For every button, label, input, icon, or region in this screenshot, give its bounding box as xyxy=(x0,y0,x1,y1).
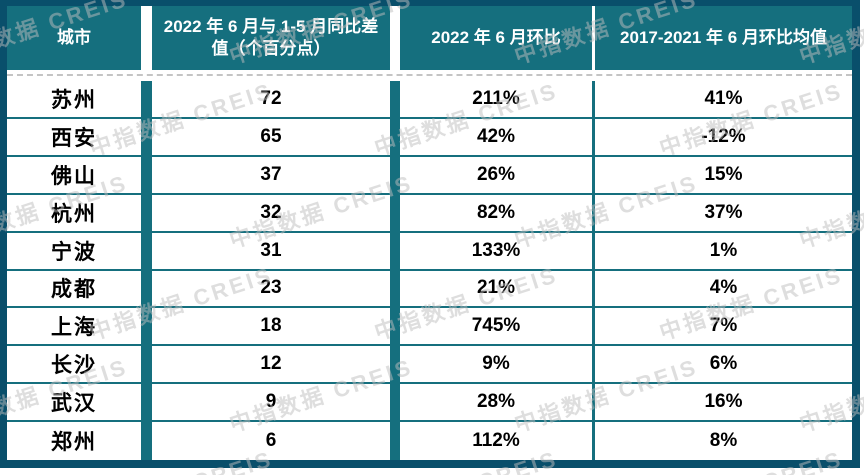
column-divider xyxy=(592,384,595,423)
column-divider xyxy=(390,308,400,347)
column-divider xyxy=(141,384,152,423)
avg-cell: 37% xyxy=(595,194,852,233)
column-divider xyxy=(592,422,595,460)
column-divider xyxy=(141,270,152,309)
column-divider xyxy=(141,346,152,385)
city-cell: 宁波 xyxy=(7,232,141,271)
column-divider xyxy=(390,270,400,309)
diff-cell: 31 xyxy=(152,232,390,271)
column-divider xyxy=(592,308,595,347)
city-cell: 西安 xyxy=(7,118,141,157)
diff-cell: 18 xyxy=(152,308,390,347)
city-cell: 佛山 xyxy=(7,156,141,195)
column-divider xyxy=(592,346,595,385)
column-divider xyxy=(141,422,152,460)
column-divider xyxy=(141,81,152,119)
mom-cell: 82% xyxy=(400,194,592,233)
header-gap xyxy=(390,6,400,70)
column-divider xyxy=(141,118,152,157)
column-divider xyxy=(390,156,400,195)
column-divider xyxy=(141,194,152,233)
diff-cell: 37 xyxy=(152,156,390,195)
avg-cell: 4% xyxy=(595,270,852,309)
mom-cell: 133% xyxy=(400,232,592,271)
mom-cell: 211% xyxy=(400,81,592,119)
column-divider xyxy=(390,422,400,460)
column-divider xyxy=(141,232,152,271)
diff-cell: 32 xyxy=(152,194,390,233)
mom-cell: 9% xyxy=(400,346,592,385)
avg-cell: 7% xyxy=(595,308,852,347)
diff-cell: 72 xyxy=(152,81,390,119)
column-divider xyxy=(592,81,595,119)
diff-cell: 9 xyxy=(152,384,390,423)
header-cell-diff: 2022 年 6 月与 1-5 月同比差值（个百分点） xyxy=(152,6,390,70)
city-cell: 上海 xyxy=(7,308,141,347)
column-divider xyxy=(592,156,595,195)
avg-cell: 8% xyxy=(595,422,852,460)
column-divider xyxy=(390,81,400,119)
avg-cell: 1% xyxy=(595,232,852,271)
header-cell-mom: 2022 年 6 月环比 xyxy=(400,6,592,70)
mom-cell: 112% xyxy=(400,422,592,460)
dashed-line xyxy=(7,74,852,76)
column-divider xyxy=(390,118,400,157)
header-gap xyxy=(592,6,595,70)
column-divider xyxy=(390,194,400,233)
column-divider xyxy=(592,194,595,233)
column-divider xyxy=(390,232,400,271)
mom-cell: 42% xyxy=(400,118,592,157)
avg-cell: -12% xyxy=(595,118,852,157)
avg-cell: 6% xyxy=(595,346,852,385)
city-cell: 杭州 xyxy=(7,194,141,233)
mom-cell: 745% xyxy=(400,308,592,347)
column-divider xyxy=(592,118,595,157)
city-cell: 郑州 xyxy=(7,422,141,460)
column-divider xyxy=(592,232,595,271)
avg-cell: 16% xyxy=(595,384,852,423)
city-cell: 长沙 xyxy=(7,346,141,385)
city-cell: 武汉 xyxy=(7,384,141,423)
column-divider xyxy=(390,346,400,385)
mom-cell: 26% xyxy=(400,156,592,195)
mom-cell: 28% xyxy=(400,384,592,423)
avg-cell: 15% xyxy=(595,156,852,195)
column-divider xyxy=(592,270,595,309)
diff-cell: 12 xyxy=(152,346,390,385)
mom-cell: 21% xyxy=(400,270,592,309)
diff-cell: 6 xyxy=(152,422,390,460)
diff-cell: 23 xyxy=(152,270,390,309)
column-divider xyxy=(390,384,400,423)
header-cell-city: 城市 xyxy=(7,6,141,70)
city-cell: 成都 xyxy=(7,270,141,309)
city-cell: 苏州 xyxy=(7,81,141,119)
column-divider xyxy=(141,308,152,347)
diff-cell: 65 xyxy=(152,118,390,157)
column-divider xyxy=(141,156,152,195)
header-gap xyxy=(141,6,152,70)
avg-cell: 41% xyxy=(595,81,852,119)
header-cell-avg: 2017-2021 年 6 月环比均值 xyxy=(595,6,852,70)
header-separator xyxy=(7,70,852,81)
